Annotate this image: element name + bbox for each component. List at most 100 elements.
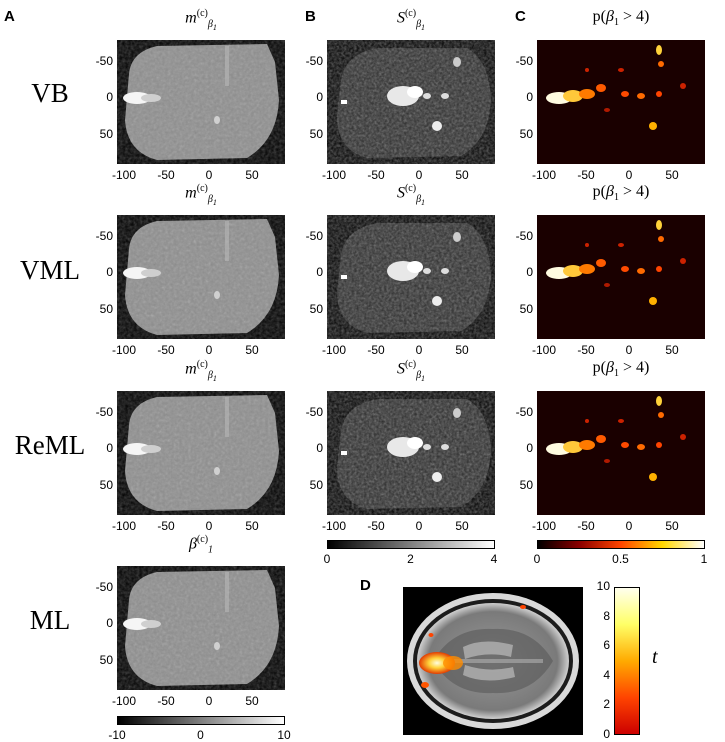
x-tick-label: 0 <box>415 168 423 182</box>
colorbar-t-label: t <box>652 646 658 668</box>
x-tick-label: -50 <box>157 519 175 533</box>
x-tick-label: -100 <box>111 168 137 182</box>
x-tick-label: 50 <box>245 694 259 708</box>
brain-map-b-row0 <box>327 40 495 164</box>
row-label-reml: ReML <box>14 430 86 460</box>
y-tick-label: -50 <box>305 229 323 243</box>
y-tick-label: 0 <box>526 265 533 279</box>
x-tick-label: 0 <box>205 168 213 182</box>
brain-map-a-row3 <box>117 566 285 690</box>
colorbar-t-tick-label: 2 <box>603 697 610 712</box>
x-tick-label: -100 <box>531 343 557 357</box>
y-tick-label: 0 <box>106 265 113 279</box>
y-tick-label: 50 <box>99 653 113 667</box>
x-tick-label: 0 <box>625 168 633 182</box>
colorbar-tick-label: 0 <box>197 728 204 742</box>
x-tick-label: 50 <box>455 519 469 533</box>
x-tick-label: -50 <box>367 343 385 357</box>
title-a-row1: m(c)β1 <box>185 183 217 207</box>
title-a-row2: m(c)β1 <box>185 359 217 383</box>
x-tick-label: 50 <box>665 343 679 357</box>
colorbar-t-tick-label: 6 <box>603 638 610 653</box>
y-tick-label: -50 <box>515 405 533 419</box>
x-tick-label: 50 <box>245 519 259 533</box>
y-tick-label: 0 <box>526 90 533 104</box>
colorbar-t-tick-label: 10 <box>596 579 610 593</box>
x-tick-label: -100 <box>531 519 557 533</box>
x-tick-label: 0 <box>625 343 633 357</box>
panel-letter-c: C <box>515 8 526 25</box>
x-tick-label: -50 <box>367 519 385 533</box>
brain-map-c-row1 <box>537 215 705 339</box>
y-tick-label: 50 <box>309 302 323 316</box>
y-tick-label: -50 <box>515 54 533 68</box>
colorbar-tick-label: 0.5 <box>612 552 629 566</box>
row-label-vml: VML <box>20 255 80 285</box>
brain-overlay-image <box>403 587 583 735</box>
title-b-row2: S(c)β1 <box>396 359 426 383</box>
y-tick-label: -50 <box>95 229 113 243</box>
x-tick-label: -100 <box>111 519 137 533</box>
title-b-row1: S(c)β1 <box>396 183 426 207</box>
y-tick-label: 50 <box>519 478 533 492</box>
x-tick-label: -50 <box>157 168 175 182</box>
title-c-row0: p(β1 > 4) <box>592 8 650 29</box>
colorbar-t-tick-label: 4 <box>603 667 610 682</box>
row-label-vb: VB <box>31 78 69 108</box>
x-tick-label: 50 <box>455 168 469 182</box>
y-tick-label: -50 <box>305 405 323 419</box>
y-tick-label: 0 <box>106 441 113 455</box>
x-tick-label: 50 <box>455 343 469 357</box>
row-label-ml: ML <box>29 605 71 635</box>
y-tick-label: 50 <box>99 478 113 492</box>
colorbar-tick-label: 1 <box>700 552 708 566</box>
y-tick-label: 0 <box>316 441 323 455</box>
x-tick-label: -50 <box>577 519 595 533</box>
x-tick-label: -50 <box>157 343 175 357</box>
colorbar-t-tick-label: 8 <box>603 608 610 623</box>
x-tick-label: -100 <box>111 694 137 708</box>
y-tick-label: 50 <box>519 127 533 141</box>
title-c-row1: p(β1 > 4) <box>592 183 650 204</box>
title-a-row0: m(c)β1 <box>185 8 217 32</box>
panel-letter-d: D <box>360 577 371 594</box>
x-tick-label: -100 <box>321 519 347 533</box>
brain-map-b-row1 <box>327 215 495 339</box>
y-tick-label: 0 <box>316 90 323 104</box>
y-tick-label: 50 <box>99 127 113 141</box>
x-tick-label: -100 <box>321 168 347 182</box>
colorbar-tick-label: 10 <box>277 728 291 742</box>
x-tick-label: -50 <box>367 168 385 182</box>
x-tick-label: 50 <box>665 168 679 182</box>
x-tick-label: -100 <box>111 343 137 357</box>
y-tick-label: 0 <box>106 90 113 104</box>
colorbar-t <box>614 587 640 735</box>
brain-map-a-row0 <box>117 40 285 164</box>
title-b-row0: S(c)β1 <box>396 8 426 32</box>
title-a-row3: β(c)1 <box>188 534 214 556</box>
x-tick-label: 50 <box>245 343 259 357</box>
x-tick-label: 0 <box>415 519 423 533</box>
x-tick-label: -50 <box>157 694 175 708</box>
title-c-row2: p(β1 > 4) <box>592 359 650 380</box>
panel-letter-b: B <box>305 8 316 25</box>
colorbar-c <box>537 540 705 549</box>
y-tick-label: -50 <box>95 405 113 419</box>
panel-letter-a: A <box>4 8 15 25</box>
y-tick-label: -50 <box>95 54 113 68</box>
x-tick-label: 0 <box>205 519 213 533</box>
colorbar-a <box>117 716 285 725</box>
y-tick-label: 50 <box>519 302 533 316</box>
x-tick-label: 0 <box>415 343 423 357</box>
y-tick-label: 0 <box>316 265 323 279</box>
brain-map-b-row2 <box>327 391 495 515</box>
brain-map-a-row2 <box>117 391 285 515</box>
x-tick-label: -50 <box>577 168 595 182</box>
x-tick-label: -100 <box>321 343 347 357</box>
y-tick-label: -50 <box>515 229 533 243</box>
y-tick-label: 50 <box>309 478 323 492</box>
y-tick-label: 0 <box>106 616 113 630</box>
colorbar-tick-label: 2 <box>407 552 414 566</box>
x-tick-label: 50 <box>665 519 679 533</box>
colorbar-tick-label: 0 <box>323 552 331 566</box>
